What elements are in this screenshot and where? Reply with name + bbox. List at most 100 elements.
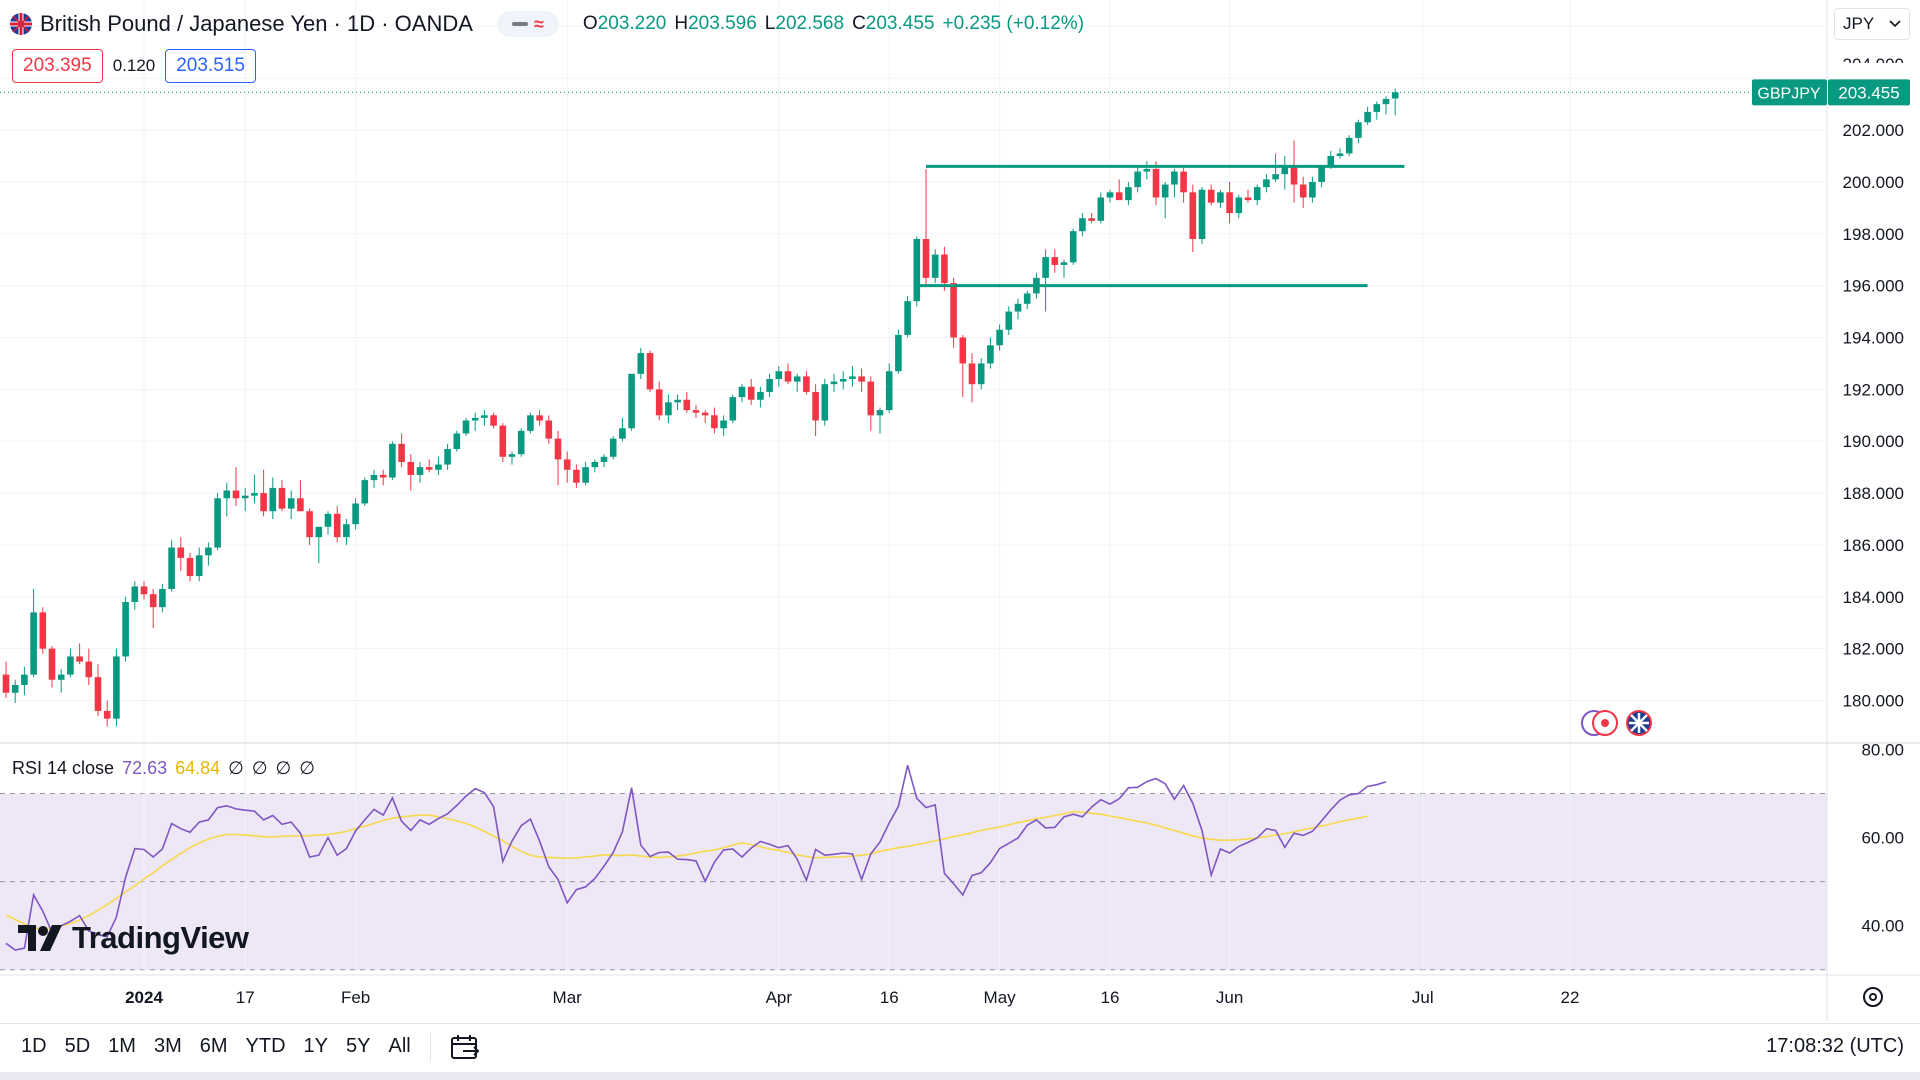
rsi-ma-value: 64.84 [175,758,221,778]
candle-body [609,438,617,457]
low-value: 202.568 [775,13,845,34]
close-label: C [852,13,866,34]
open-value: 203.220 [597,13,667,34]
time-axis-label: Jul [1412,988,1434,1007]
price-axis-label: 188.000 [1843,484,1904,503]
candle-body [536,415,543,421]
range-1m-button[interactable]: 1M [108,1035,136,1057]
range-ytd-button[interactable]: YTD [245,1035,286,1057]
price-axis-label: 182.000 [1843,640,1904,659]
calendar-range-icon [450,1034,480,1059]
rsi-ma-line [5,810,1368,930]
range-5y-button[interactable]: 5Y [346,1035,371,1057]
candle-body [1207,189,1215,203]
candle-body [968,363,976,385]
candle-body [315,526,323,538]
time-axis-label: 16 [1101,988,1120,1007]
candle-body [563,459,571,470]
candle-body [821,384,829,421]
candle-body [950,283,957,338]
candle-body [1272,174,1279,180]
candle-body [674,399,681,403]
candle-body [1345,137,1353,154]
rsi-empty-value-3: ∅ [275,758,292,778]
price-tag-box [1828,79,1910,106]
candle-body [186,557,194,577]
candle-body [435,464,442,470]
sell-button[interactable]: 203.395 [12,49,103,83]
candle-body [646,353,654,390]
gear-hub [1869,993,1877,1001]
price-axis-label: 204.000 [1843,55,1904,74]
time-axis-label: 2024 [125,988,163,1007]
range-6m-button[interactable]: 6M [199,1035,228,1057]
candle-body [425,467,433,470]
candle-body [885,371,893,411]
candle-body [1079,218,1086,232]
candle-body [711,415,718,429]
candle-body [1088,218,1095,221]
candle-body [665,402,672,416]
range-3m-button[interactable]: 3M [153,1035,182,1057]
candle-body [57,674,65,680]
candle-body [379,474,387,478]
event-badges[interactable] [1581,710,1652,736]
candle-body [1143,168,1151,172]
time-axis-label: Mar [553,988,583,1007]
candle-body [1253,187,1261,201]
buy-button[interactable]: 203.515 [165,49,256,83]
horizontal-levels-layer[interactable] [0,91,1827,288]
high-value: 203.596 [688,13,757,34]
candle-body [205,547,212,556]
date-range-button[interactable] [441,1030,489,1064]
chart-settings-icon[interactable] [1863,987,1883,1007]
bottom-toolbar: 1D 5D 1M 3M 6M YTD 1Y 5Y All 17:08:32 (U… [0,1023,1920,1069]
candle-body [591,461,599,468]
range-1y-button[interactable]: 1Y [303,1035,329,1057]
last-price-tag[interactable]: GBPJPY 203.455 [1752,79,1910,106]
rsi-indicator-name[interactable]: RSI 14 close [12,758,115,778]
candle-body [729,397,737,421]
candle-body [628,373,635,429]
candle-body [913,238,921,302]
symbol-title[interactable]: British Pound / Japanese Yen · 1D · OAND… [40,11,473,36]
currency-select[interactable]: JPY [1834,8,1910,40]
candle-body [849,376,856,379]
time-axis-label: Apr [766,988,793,1007]
candle-body [1235,197,1243,214]
candle-body [490,415,497,426]
time-axis-label: 22 [1561,988,1580,1007]
candle-body [113,656,120,719]
utc-clock[interactable]: 17:08:32 (UTC) [1766,1035,1904,1057]
candle-body [269,487,277,512]
tradingview-logo-text: TradingView [72,920,249,955]
candle-body [1382,98,1390,105]
candle-body [85,661,93,678]
candle-body [499,425,507,457]
candle-body [959,337,967,364]
candle-body [398,443,405,462]
candle-body [830,381,838,385]
range-1d-button[interactable]: 1D [21,1035,47,1057]
grid-layer [0,0,1827,972]
market-status-pill[interactable]: ≈ [496,11,559,37]
candle-body [1097,197,1105,221]
candle-body [1023,293,1031,304]
candle-body [1115,192,1123,201]
range-all-button[interactable]: All [388,1035,411,1057]
candle-body [793,376,801,382]
range-5d-button[interactable]: 5D [64,1035,91,1057]
candle-body [573,469,580,483]
candle-body [1364,111,1371,123]
candle-body [766,379,773,392]
toolbar-divider [429,1032,431,1061]
candle-body [554,438,562,460]
candle-body [655,389,663,416]
candle-body [757,391,764,400]
candle-body [1060,262,1068,265]
rsi-axis-label: 40.00 [1861,917,1904,936]
tradingview-logo[interactable]: TradingView [18,920,249,956]
candle-body [701,412,709,416]
candle-body [1014,303,1022,312]
